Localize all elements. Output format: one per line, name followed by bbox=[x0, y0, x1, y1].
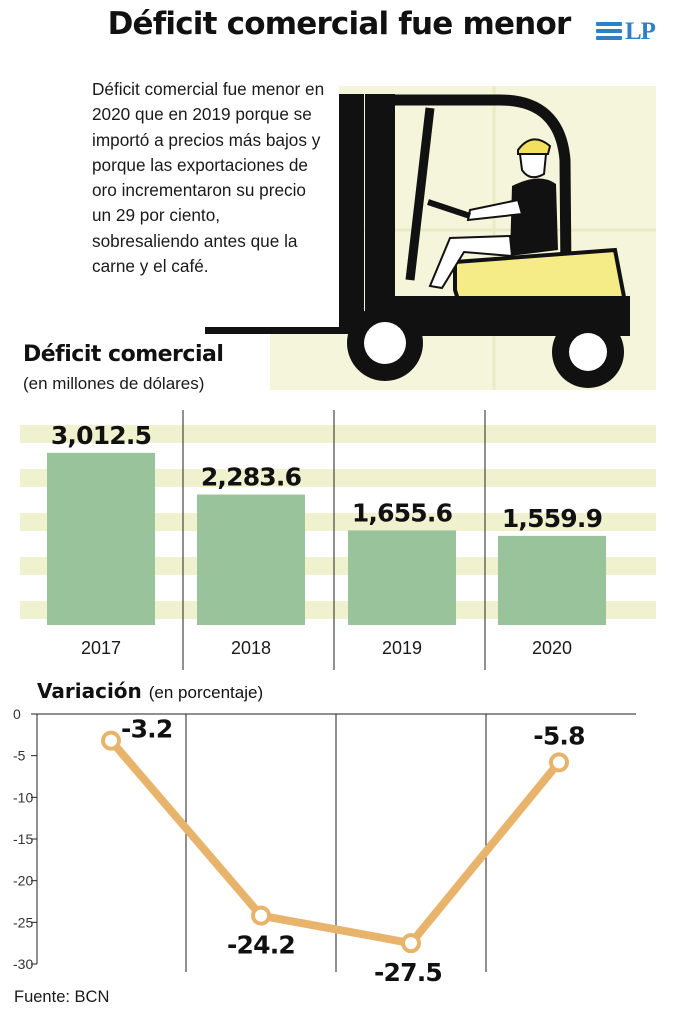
worker-icon bbox=[427, 138, 558, 290]
bar-category-label: 2020 bbox=[532, 638, 572, 658]
y-tick-label: -5 bbox=[13, 748, 26, 764]
bar-chart-subtitle: (en millones de dólares) bbox=[23, 374, 205, 393]
line-chart-title-row: Variación (en porcentaje) bbox=[37, 679, 263, 703]
data-point-label: -5.8 bbox=[533, 721, 584, 750]
bar-2018 bbox=[197, 494, 305, 625]
bar-value-label: 1,655.6 bbox=[352, 498, 453, 527]
summary-box: Déficit comercial fue menor en 2020 que … bbox=[75, 63, 339, 327]
data-point-2018 bbox=[251, 905, 271, 926]
y-tick-label: 0 bbox=[13, 706, 21, 722]
bar-value-label: 2,283.6 bbox=[201, 463, 302, 492]
lp-logo-stripes bbox=[596, 22, 622, 43]
bar-2017 bbox=[47, 452, 155, 625]
line-chart-title: Variación bbox=[37, 679, 142, 703]
y-tick-label: -25 bbox=[13, 914, 33, 930]
data-point-2017 bbox=[101, 730, 121, 751]
data-point-label: -24.2 bbox=[227, 931, 295, 960]
source-note: Fuente: BCN bbox=[14, 988, 110, 1006]
grid-band bbox=[20, 557, 656, 575]
forklift-illustration bbox=[205, 86, 656, 390]
data-point-2019 bbox=[401, 933, 421, 954]
data-point-2020 bbox=[549, 752, 569, 773]
bar-chart-title: Déficit comercial bbox=[23, 342, 224, 367]
headline: Déficit comercial fue menor bbox=[107, 6, 572, 42]
lp-logo-text: LP bbox=[625, 18, 656, 45]
bar-2020 bbox=[498, 535, 606, 625]
bar-value-label: 3,012.5 bbox=[51, 421, 151, 450]
y-tick-label: -10 bbox=[13, 789, 33, 805]
grid-band bbox=[20, 425, 656, 443]
y-tick-label: -30 bbox=[13, 956, 33, 972]
bar-category-label: 2018 bbox=[231, 638, 271, 658]
line-chart-subtitle: (en porcentaje) bbox=[148, 683, 264, 702]
line-chart: 0 -5 -10 -15 -20 -25 -30 -3.2 -24.2 -27.5 -5.8 bbox=[13, 706, 636, 985]
grid-band bbox=[20, 513, 656, 531]
y-tick-label: -15 bbox=[13, 831, 33, 847]
data-point-label: -3.2 bbox=[121, 715, 172, 744]
data-point-label: -27.5 bbox=[374, 958, 442, 985]
forklift-icon bbox=[205, 94, 630, 388]
bar-2019 bbox=[348, 530, 456, 625]
grid-band bbox=[20, 601, 656, 619]
variation-line bbox=[107, 736, 563, 948]
bar-chart: 3,012.5 2017 2,283.6 2018 1,655.6 2019 1,559.9… bbox=[20, 410, 656, 670]
lp-logo: LP bbox=[596, 18, 664, 50]
grid-band bbox=[20, 469, 656, 487]
bar-category-label: 2019 bbox=[382, 638, 422, 658]
bar-category-label: 2017 bbox=[81, 638, 121, 658]
y-tick-label: -20 bbox=[13, 873, 33, 889]
bar-value-label: 1,559.9 bbox=[502, 504, 602, 533]
